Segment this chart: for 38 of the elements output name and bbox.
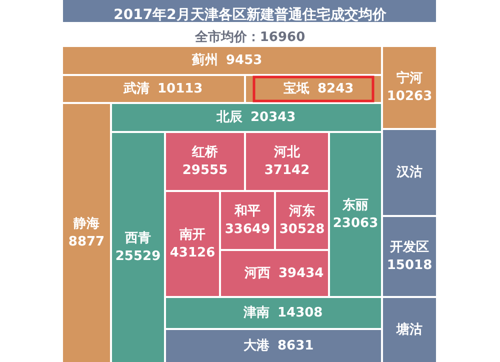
category-label: 宁河 — [396, 70, 422, 86]
data-label: 15018 — [386, 258, 432, 273]
category-label: 汉沽 — [396, 165, 422, 180]
category-label: 西青 — [124, 231, 151, 246]
data-label: 25529 — [115, 249, 161, 264]
category-label: 河西 — [244, 266, 270, 281]
data-label: 14308 — [278, 306, 323, 320]
category-label: 河东 — [288, 203, 315, 219]
category-label: 南开 — [178, 228, 206, 242]
category-label: 红桥 — [191, 145, 219, 160]
data-label: 29555 — [182, 163, 228, 178]
category-label: 北辰 — [216, 110, 244, 125]
data-label: 8631 — [278, 338, 314, 354]
category-label: 静海 — [72, 216, 100, 232]
category-label: 和平 — [234, 203, 260, 219]
data-label: 10113 — [158, 82, 203, 96]
data-label: 23063 — [332, 216, 378, 231]
data-label: 20343 — [250, 110, 296, 125]
category-label: 津南 — [242, 306, 270, 320]
data-label: 37142 — [264, 163, 310, 178]
category-label: 河北 — [273, 145, 301, 160]
data-label: 9453 — [226, 53, 262, 68]
category-label: 开发区 — [389, 240, 429, 255]
data-label: 10263 — [386, 89, 432, 104]
category-label: 东丽 — [342, 197, 368, 213]
text: 全市均价：16960 — [194, 29, 306, 45]
data-label: 30528 — [279, 222, 325, 237]
category-label: 塘沽 — [396, 322, 422, 338]
data-label: 8243 — [318, 82, 354, 96]
text: 2017年2月天津各区新建普通住宅成交均价 — [114, 6, 388, 23]
data-label: 33649 — [224, 222, 270, 237]
data-label: 8877 — [68, 234, 105, 250]
category-label: 武清 — [122, 82, 150, 96]
category-label: 大港 — [244, 338, 270, 354]
data-label: 43126 — [170, 246, 216, 260]
category-label: 蓟州 — [191, 52, 218, 68]
data-label: 39434 — [278, 266, 324, 281]
category-label: 宝坻 — [284, 80, 310, 96]
